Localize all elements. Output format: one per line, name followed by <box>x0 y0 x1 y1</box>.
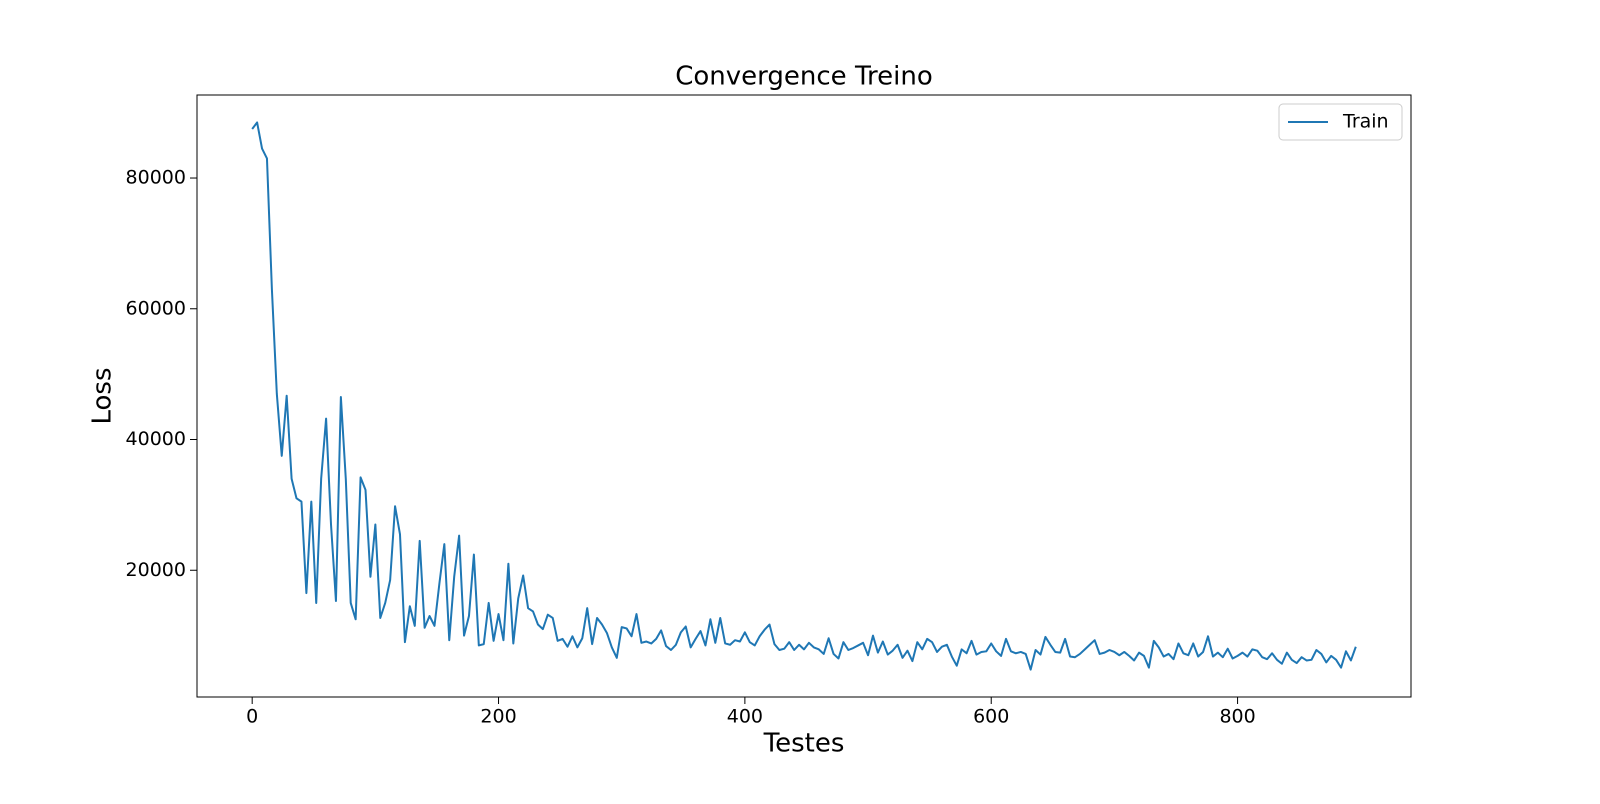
x-tick-label: 400 <box>727 706 763 728</box>
y-tick-label: 80000 <box>126 167 186 189</box>
x-tick-label: 600 <box>973 706 1009 728</box>
y-tick-label: 40000 <box>126 428 186 450</box>
line-series <box>251 121 1357 671</box>
y-tick-label: 60000 <box>126 297 186 319</box>
chart-title: Convergence Treino <box>675 62 932 92</box>
x-tick-label: 200 <box>480 706 516 728</box>
y-tick-label: 20000 <box>126 559 186 581</box>
x-axis-label: Testes <box>763 729 845 759</box>
x-tick-label: 800 <box>1219 706 1255 728</box>
legend-box <box>1278 103 1403 141</box>
y-axis-label: Loss <box>88 367 118 424</box>
plot-frame <box>196 94 1412 698</box>
x-tick-label: 0 <box>246 706 258 728</box>
legend-label: Train <box>1342 111 1389 133</box>
